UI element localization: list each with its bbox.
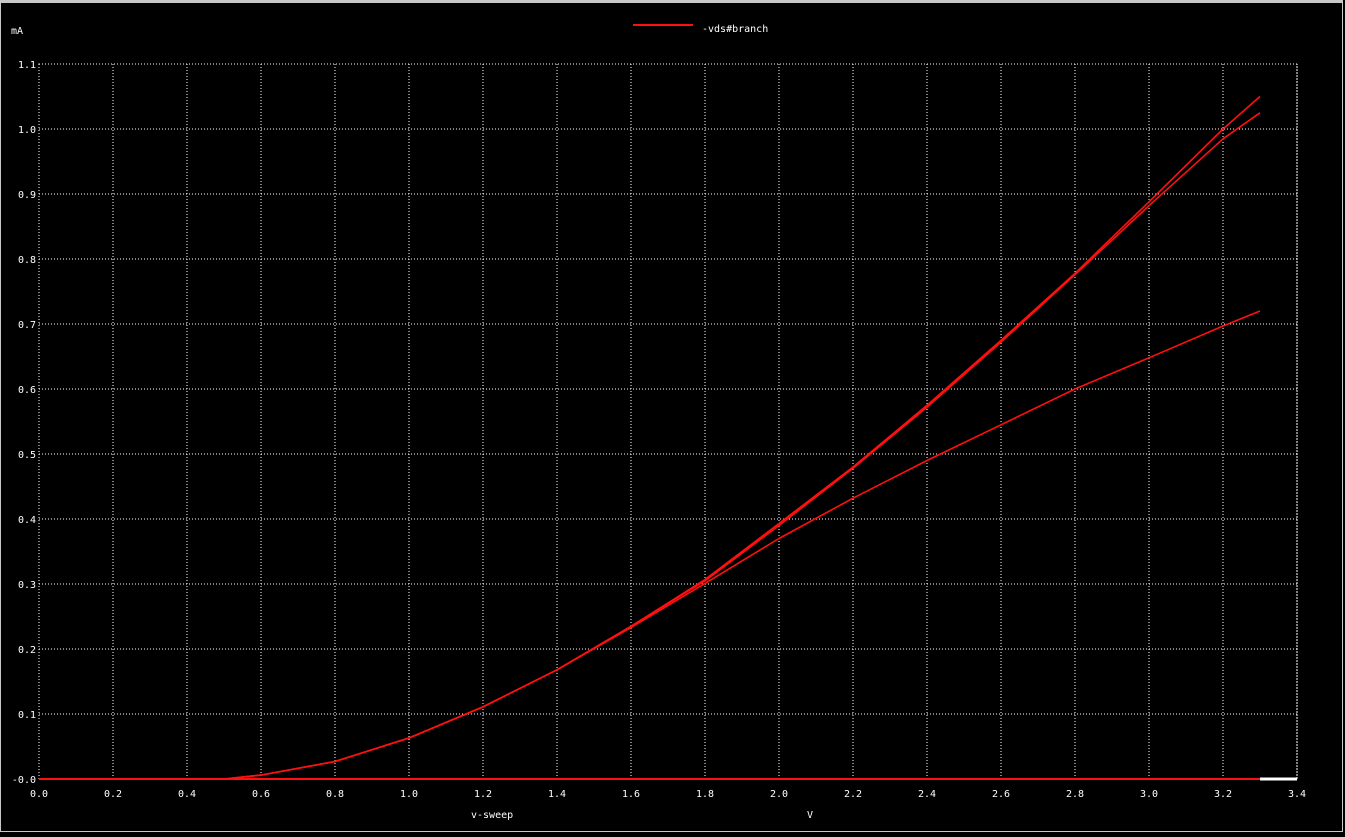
x-tick-label: 1.0 xyxy=(400,789,418,800)
x-tick-label: 2.2 xyxy=(844,789,862,800)
y-axis-unit-label: mA xyxy=(11,26,23,37)
x-axis-unit-label: V xyxy=(807,810,813,821)
y-tick-label: 0.4 xyxy=(18,515,36,526)
y-tick-label: 0.1 xyxy=(18,710,36,721)
x-tick-labels: 0.0 0.2 0.4 0.6 0.8 1.0 1.2 1.4 1.6 1.8 2.0 2.2 2.4 2… xyxy=(30,789,1306,800)
x-tick-label: 2.6 xyxy=(992,789,1010,800)
x-tick-label: 0.6 xyxy=(252,789,270,800)
series-line-3 xyxy=(39,310,1261,780)
series-line-2 xyxy=(39,112,1261,780)
y-tick-label: 1.1 xyxy=(18,60,36,71)
legend: -vds#branch xyxy=(633,24,768,35)
x-tick-label: 3.0 xyxy=(1140,789,1158,800)
x-tick-label: 1.4 xyxy=(548,789,566,800)
y-tick-label: 0.3 xyxy=(18,580,36,591)
iv-characteristic-chart: -0.0 0.1 0.2 0.3 0.4 0.5 0.6 0.7 0.8 0.9 1.0 1.1 0.… xyxy=(11,24,1306,821)
y-tick-label: 0.2 xyxy=(18,645,36,656)
x-tick-label: 0.2 xyxy=(104,789,122,800)
x-tick-label: 2.8 xyxy=(1066,789,1084,800)
series-line-1 xyxy=(39,95,1261,780)
x-tick-label: 0.4 xyxy=(178,789,196,800)
y-tick-label: 1.0 xyxy=(18,125,36,136)
x-axis-sweep-label: v-sweep xyxy=(471,810,513,821)
x-tick-label: 1.2 xyxy=(474,789,492,800)
x-tick-label: 2.0 xyxy=(770,789,788,800)
y-tick-label: 0.9 xyxy=(18,190,36,201)
plot-border xyxy=(38,63,1298,780)
x-tick-label: 0.0 xyxy=(30,789,48,800)
y-tick-label: 0.8 xyxy=(18,255,36,266)
x-tick-label: 2.4 xyxy=(918,789,936,800)
y-tick-labels: -0.0 0.1 0.2 0.3 0.4 0.5 0.6 0.7 0.8 0.9 1.0 1.1 xyxy=(12,60,36,786)
y-tick-label: 0.7 xyxy=(18,320,36,331)
x-tick-label: 3.4 xyxy=(1288,789,1306,800)
y-tick-label: 0.6 xyxy=(18,385,36,396)
y-tick-label: -0.0 xyxy=(12,775,36,786)
x-tick-label: 1.6 xyxy=(622,789,640,800)
series-lines xyxy=(39,95,1261,780)
legend-entry: -vds#branch xyxy=(702,24,768,35)
x-tick-label: 1.8 xyxy=(696,789,714,800)
y-tick-label: 0.5 xyxy=(18,450,36,461)
x-tick-label: 0.8 xyxy=(326,789,344,800)
axes-frame xyxy=(38,63,1298,780)
grid-lines xyxy=(38,63,1298,780)
x-tick-label: 3.2 xyxy=(1214,789,1232,800)
